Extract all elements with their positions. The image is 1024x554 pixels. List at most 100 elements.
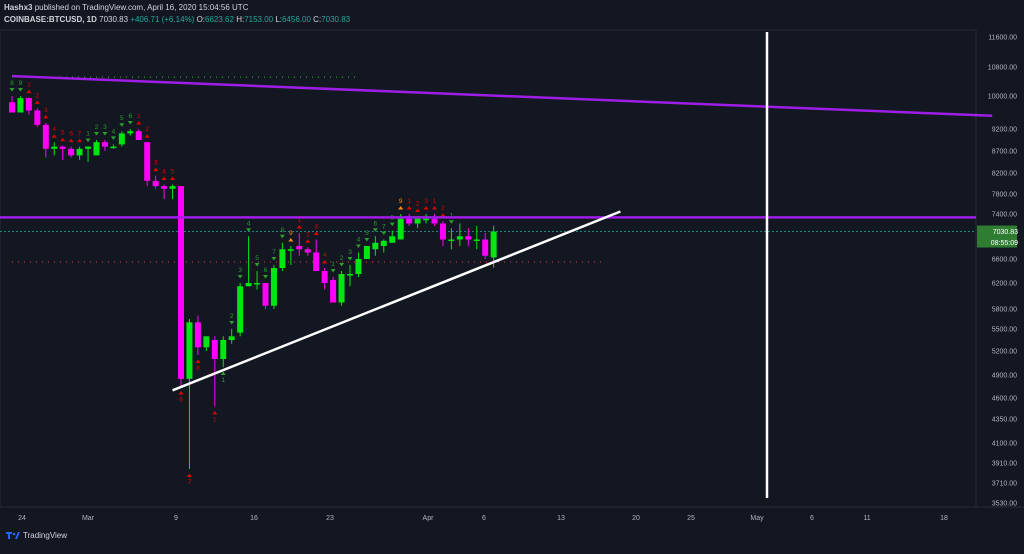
candle: [296, 233, 303, 256]
setup-up-arrow: [415, 208, 421, 212]
ascending-support-trendline: [172, 210, 621, 392]
candle-body: [161, 186, 168, 189]
time-axis-tick: May: [750, 515, 764, 522]
setup-count: 4: [52, 126, 56, 133]
setup-down-arrow: [263, 275, 268, 279]
candle: [389, 230, 396, 243]
candle: [25, 97, 32, 115]
price-axis-tick: 10000.00: [988, 94, 1017, 101]
setup-count: 3: [314, 224, 318, 231]
setup-up-arrow: [186, 473, 192, 477]
setup-up-arrow: [220, 371, 226, 375]
price-axis-tick: 3710.00: [992, 481, 1017, 488]
setup-count: 9: [399, 198, 403, 205]
setup-up-arrow: [68, 138, 74, 143]
setup-count: 6: [264, 267, 268, 274]
setup-up-arrow: [432, 206, 437, 210]
candle-body: [465, 236, 472, 240]
price-axis-tick: 3530.00: [992, 501, 1017, 508]
time-axis-tick: 20: [632, 515, 640, 522]
candle: [135, 129, 142, 140]
candle: [372, 236, 379, 256]
candle: [178, 186, 184, 387]
candle: [68, 146, 75, 158]
candle-body: [127, 131, 134, 134]
candle: [431, 214, 438, 226]
candle-body: [473, 239, 480, 241]
high-label: H:: [236, 15, 245, 24]
time-axis-tick: 9: [174, 515, 178, 522]
setup-up-arrow: [296, 225, 302, 229]
last-price-tag: [977, 225, 1017, 237]
setup-up-arrow: [406, 206, 412, 210]
setup-down-arrow: [448, 220, 454, 224]
price-axis-tick: 4100.00: [992, 441, 1017, 448]
setup-up-arrow: [195, 359, 201, 363]
setup-up-arrow: [398, 206, 404, 210]
setup-count: 3: [44, 107, 48, 114]
plot-frame: [0, 29, 977, 508]
setup-down-arrow: [271, 257, 277, 261]
setup-up-arrow: [170, 176, 176, 181]
candle-body: [363, 246, 370, 259]
setup-up-arrow: [313, 231, 319, 235]
candle: [203, 336, 210, 351]
price-axis-tick: 3910.00: [992, 461, 1017, 468]
setup-count: 2: [230, 313, 234, 320]
candle: [51, 142, 58, 156]
price-axis: 11600.00 10800.00 10000.00 9200.00 8700.00 82…: [988, 35, 1017, 508]
candle: [465, 228, 472, 246]
candle: [194, 315, 201, 355]
candle: [93, 140, 100, 156]
setup-count: 1: [137, 113, 141, 120]
setup-count: 5: [61, 130, 65, 137]
setup-up-arrow: [440, 213, 446, 217]
candle: [490, 225, 497, 268]
last-price-tag-text: 7030.83: [993, 229, 1018, 236]
time-axis-tick: 16: [250, 515, 258, 522]
setup-up-arrow: [60, 137, 66, 142]
candle-body: [423, 218, 430, 221]
candle: [355, 252, 362, 277]
price-axis-tick: 11600.00: [988, 35, 1017, 42]
setup-up-arrow: [153, 167, 159, 172]
candle-body: [68, 148, 75, 156]
candle-body: [194, 322, 201, 348]
setup-up-arrow: [26, 89, 32, 94]
setup-count: 6: [69, 131, 73, 138]
setup-up-arrow: [77, 138, 83, 143]
candle: [448, 228, 455, 250]
setup-count: 3: [348, 249, 352, 256]
candle: [169, 184, 176, 199]
candle-body: [313, 252, 320, 271]
candle-body: [456, 236, 463, 240]
setup-count: 7: [382, 224, 386, 231]
time-axis-tick: Apr: [423, 515, 435, 522]
candle-body: [178, 186, 184, 379]
candle: [423, 214, 430, 224]
setup-down-arrow: [339, 263, 345, 267]
setup-count: 3: [424, 198, 428, 205]
setup-count: 1: [221, 377, 225, 384]
symbol-label: COINBASE:BTCUSD, 1D: [4, 15, 97, 24]
setup-count: 5: [120, 115, 124, 122]
candle: [34, 108, 41, 127]
candle-body: [439, 223, 446, 240]
price-axis-tick: 4350.00: [992, 417, 1017, 424]
descending-resistance-line: [11, 74, 993, 118]
candle: [85, 146, 92, 162]
candle: [347, 265, 353, 287]
candle-body: [152, 180, 159, 187]
candle-body: [448, 239, 455, 241]
candle-body: [279, 249, 286, 268]
candle: [439, 221, 446, 246]
price-axis-tick: 9200.00: [992, 127, 1017, 134]
tradingview-branding[interactable]: TradingView: [6, 531, 67, 540]
candle-body: [482, 239, 489, 256]
setup-count: 2: [145, 126, 149, 133]
candle-body: [304, 249, 311, 253]
candle-body: [330, 280, 337, 303]
setup-count: 7: [188, 479, 192, 486]
